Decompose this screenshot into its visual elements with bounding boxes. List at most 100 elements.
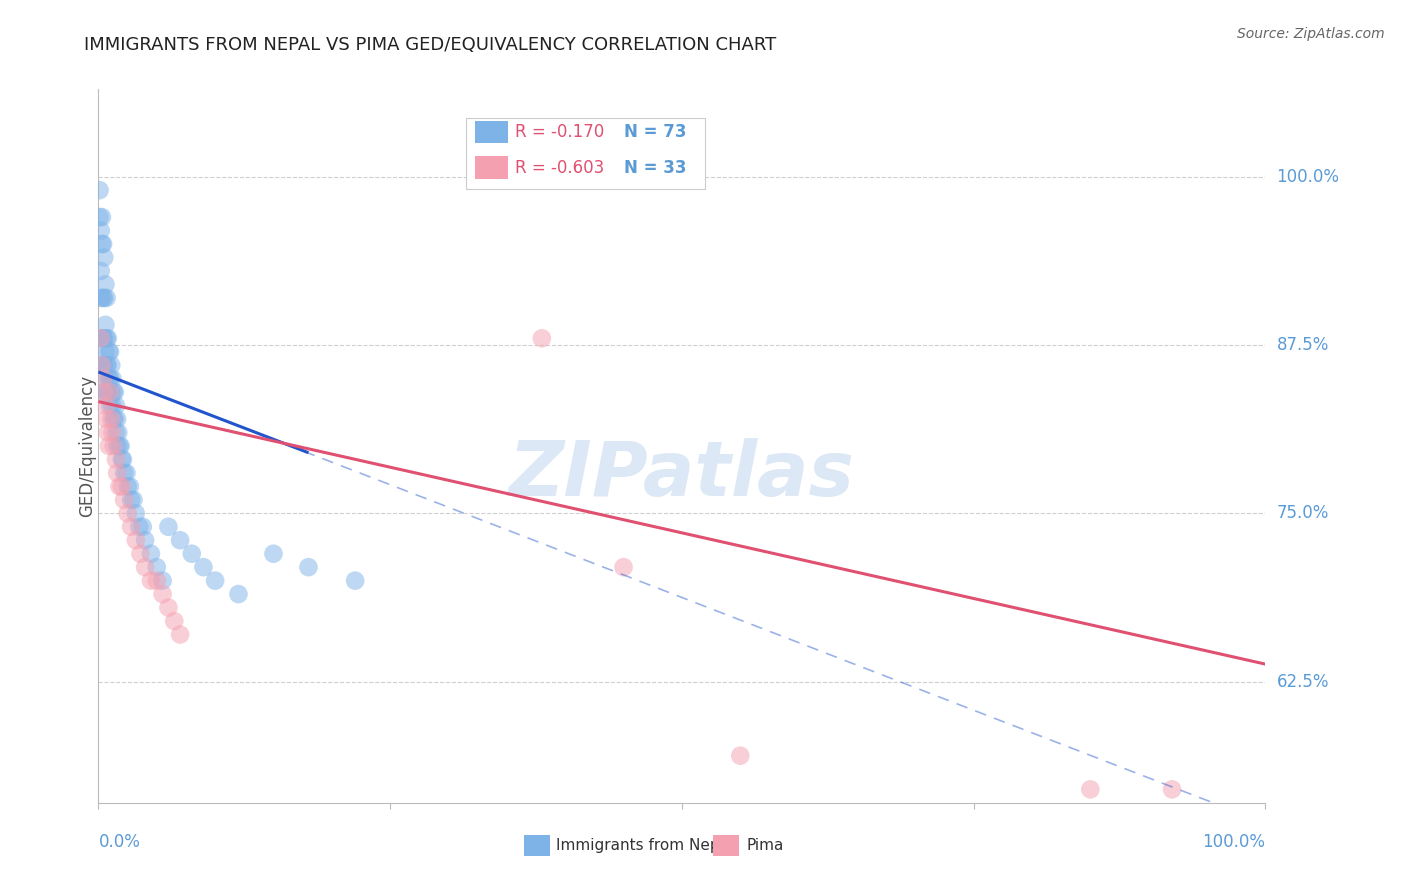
Point xyxy=(262,547,284,561)
Point xyxy=(730,748,752,763)
Point xyxy=(96,412,118,426)
Text: 87.5%: 87.5% xyxy=(1277,336,1329,354)
Point xyxy=(90,223,112,237)
Point xyxy=(613,560,636,574)
FancyBboxPatch shape xyxy=(465,118,706,189)
Bar xyxy=(713,835,740,856)
Point xyxy=(89,210,111,224)
Point xyxy=(91,331,114,345)
Point xyxy=(132,520,155,534)
Text: ZIPatlas: ZIPatlas xyxy=(509,438,855,511)
Text: 75.0%: 75.0% xyxy=(1277,504,1329,523)
Point xyxy=(297,560,319,574)
Point xyxy=(169,627,191,641)
Point xyxy=(98,372,121,386)
Point xyxy=(108,479,131,493)
Point xyxy=(91,237,114,252)
Point xyxy=(193,560,215,574)
Point xyxy=(97,358,120,372)
Point xyxy=(108,439,131,453)
Point xyxy=(98,385,121,400)
Text: Pima: Pima xyxy=(747,838,783,853)
Point xyxy=(1161,782,1184,797)
Point xyxy=(152,587,174,601)
Point xyxy=(344,574,367,588)
Point xyxy=(117,506,139,520)
Point xyxy=(152,574,174,588)
Point xyxy=(104,412,127,426)
Point xyxy=(90,358,112,372)
Point xyxy=(91,372,114,386)
Point xyxy=(180,547,202,561)
Point xyxy=(93,385,115,400)
Point xyxy=(94,344,117,359)
Point xyxy=(91,358,114,372)
Point xyxy=(90,210,112,224)
Text: 62.5%: 62.5% xyxy=(1277,673,1329,690)
Point xyxy=(128,520,150,534)
Point xyxy=(134,533,156,548)
Point xyxy=(105,466,128,480)
Point xyxy=(125,506,148,520)
Point xyxy=(530,331,553,345)
Point xyxy=(111,452,134,467)
Point xyxy=(93,291,115,305)
Point xyxy=(100,358,122,372)
Text: R = -0.170: R = -0.170 xyxy=(515,123,605,141)
Point xyxy=(104,452,127,467)
Point xyxy=(90,331,112,345)
Point xyxy=(93,251,115,265)
Point xyxy=(139,547,162,561)
Text: N = 33: N = 33 xyxy=(624,159,686,177)
Text: Immigrants from Nepal: Immigrants from Nepal xyxy=(555,838,733,853)
Text: 100.0%: 100.0% xyxy=(1202,833,1265,851)
Point xyxy=(101,425,124,440)
Point xyxy=(125,533,148,548)
Point xyxy=(107,425,129,440)
Point xyxy=(97,344,120,359)
Point xyxy=(104,425,127,440)
Point xyxy=(120,520,142,534)
Point xyxy=(105,439,128,453)
Point xyxy=(97,385,120,400)
Text: IMMIGRANTS FROM NEPAL VS PIMA GED/EQUIVALENCY CORRELATION CHART: IMMIGRANTS FROM NEPAL VS PIMA GED/EQUIVA… xyxy=(84,36,776,54)
Point xyxy=(93,385,115,400)
Point xyxy=(94,372,117,386)
Point xyxy=(139,574,162,588)
Point xyxy=(104,385,127,400)
Bar xyxy=(475,120,508,144)
Point xyxy=(117,479,139,493)
Point xyxy=(129,547,152,561)
Point xyxy=(89,183,111,197)
Point xyxy=(90,358,112,372)
Point xyxy=(100,412,122,426)
Text: 100.0%: 100.0% xyxy=(1277,168,1340,186)
Point xyxy=(112,492,135,507)
Point xyxy=(98,399,121,413)
Point xyxy=(110,439,132,453)
Point xyxy=(97,439,120,453)
Point xyxy=(101,372,124,386)
Point xyxy=(93,331,115,345)
Point xyxy=(169,533,191,548)
Point xyxy=(97,425,120,440)
Point xyxy=(94,318,117,332)
Point xyxy=(146,574,169,588)
Point xyxy=(90,291,112,305)
Point xyxy=(100,385,122,400)
Bar xyxy=(524,835,550,856)
Point xyxy=(93,358,115,372)
Point xyxy=(228,587,250,601)
Point xyxy=(97,331,120,345)
Point xyxy=(96,358,118,372)
Point xyxy=(104,399,127,413)
Point xyxy=(112,466,135,480)
Y-axis label: GED/Equivalency: GED/Equivalency xyxy=(79,375,96,517)
Point xyxy=(97,372,120,386)
Text: 0.0%: 0.0% xyxy=(98,833,141,851)
Point xyxy=(120,492,142,507)
Point xyxy=(96,331,118,345)
Point xyxy=(101,399,124,413)
Point xyxy=(157,520,180,534)
Bar xyxy=(475,156,508,179)
